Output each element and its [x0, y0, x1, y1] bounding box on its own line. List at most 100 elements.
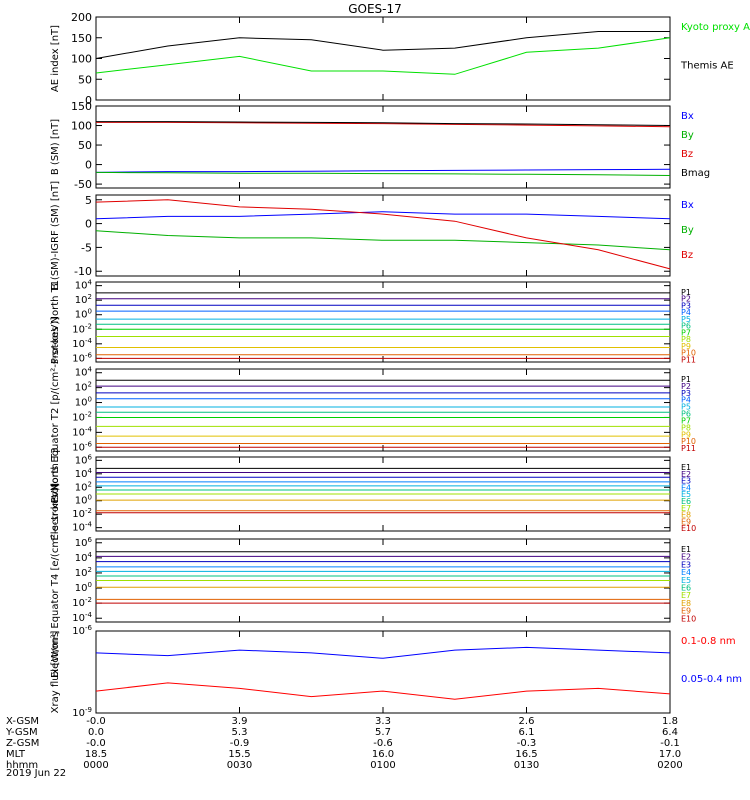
legend-label: P1 — [681, 375, 691, 384]
legend-label: E7 — [681, 591, 691, 600]
y-tick-exponent: -2 — [85, 507, 92, 515]
legend-label: E4 — [681, 483, 691, 492]
legend-label: P1 — [681, 288, 691, 297]
legend-label: P4 — [681, 308, 691, 317]
y-tick-exponent: -6 — [85, 440, 93, 448]
footer-date: 2019 Jun 22 — [6, 768, 66, 779]
panel-frame — [95, 16, 671, 101]
footer-value: 6.4 — [662, 727, 678, 738]
y-tick-label: 102 — [75, 381, 92, 394]
panel-0: 0 50 100 150 200 AE index [nT] Kyoto proxy AE T… — [50, 11, 750, 107]
legend-label: E6 — [681, 497, 691, 506]
y-tick-exponent: -9 — [85, 706, 92, 714]
y-axis-label: Protons Equator T2 [p/(cm²-s-sr-keV)] — [50, 317, 61, 504]
footer-value: 5.3 — [232, 727, 248, 738]
y-tick-label: 102 — [75, 566, 92, 579]
footer-row-label: MLT — [6, 749, 26, 760]
footer-value: -0.6 — [373, 738, 393, 749]
legend-label: P7 — [681, 328, 691, 337]
legend-label: E5 — [681, 490, 691, 499]
legend-label: E2 — [681, 470, 691, 479]
y-tick-label: 0 — [85, 218, 92, 231]
y-tick-label: 150 — [71, 32, 92, 45]
footer-value: 16.5 — [515, 749, 537, 760]
footer-value: -0.1 — [660, 738, 680, 749]
legend-label: E9 — [681, 607, 691, 616]
footer-value: 5.7 — [375, 727, 391, 738]
footer-value: 0000 — [83, 760, 108, 771]
footer-value: 6.1 — [519, 727, 535, 738]
y-tick-label: 100 — [71, 120, 92, 133]
legend-label: P11 — [681, 355, 696, 364]
y-tick-label: 104 — [75, 366, 93, 379]
y-tick-exponent: 0 — [88, 396, 92, 404]
panel-frame — [95, 281, 671, 363]
series-line — [95, 646, 671, 659]
y-axis-label: AE index [nT] — [50, 25, 61, 92]
legend-label: By — [681, 225, 694, 236]
series-line — [95, 199, 671, 270]
y-tick-exponent: 0 — [88, 494, 92, 502]
y-tick-label: 0 — [85, 159, 92, 172]
y-tick-label: 10-6 — [72, 351, 92, 364]
footer-value: -0.0 — [86, 716, 106, 727]
legend-label: E9 — [681, 517, 691, 526]
footer-value: 16.0 — [372, 749, 394, 760]
y-tick-exponent: -2 — [85, 410, 92, 418]
y-tick-exponent: 4 — [88, 467, 93, 475]
legend-label: P2 — [681, 382, 691, 391]
y-tick-label: 150 — [71, 100, 92, 113]
y-tick-exponent: 2 — [88, 381, 92, 389]
series-line — [95, 682, 671, 700]
y-tick-exponent: -6 — [85, 624, 93, 632]
footer-row-label: Y-GSM — [5, 727, 38, 738]
legend-label: E10 — [681, 614, 696, 623]
y-tick-label: -5 — [81, 241, 92, 254]
footer-value: 0200 — [657, 760, 682, 771]
legend-label: P8 — [681, 423, 691, 432]
footer-value: 15.5 — [228, 749, 250, 760]
legend-label: Bz — [681, 149, 693, 160]
series-line — [95, 168, 671, 173]
y-tick-label: 102 — [75, 480, 92, 493]
y-tick-label: 10-4 — [72, 521, 92, 534]
footer-row-label: Z-GSM — [6, 738, 39, 749]
legend-label: P10 — [681, 349, 696, 358]
series-line — [95, 31, 670, 59]
series-line — [96, 121, 671, 126]
y-tick-label: 50 — [78, 73, 92, 86]
series-line — [95, 211, 671, 220]
legend-label: Themis AE — [680, 61, 734, 72]
y-tick-label: 106 — [75, 536, 93, 549]
y-tick-label: 200 — [71, 11, 92, 24]
legend-label: 0.1-0.8 nm — [681, 636, 736, 647]
y-tick-label: 0 — [85, 94, 92, 107]
legend-label: Bx — [681, 200, 694, 211]
y-tick-exponent: 4 — [88, 366, 93, 374]
series-line — [95, 37, 671, 75]
y-tick-exponent: 0 — [88, 308, 92, 316]
y-tick-exponent: -2 — [85, 322, 92, 330]
legend-label: E3 — [681, 560, 691, 569]
legend-label: By — [681, 130, 694, 141]
footer-value: 3.3 — [375, 716, 391, 727]
y-tick-exponent: 4 — [88, 551, 93, 559]
footer-value: 18.5 — [85, 749, 107, 760]
y-tick-exponent: 4 — [88, 279, 93, 287]
y-tick-label: -50 — [74, 178, 92, 191]
y-tick-exponent: 6 — [88, 536, 93, 544]
y-tick-label: -10 — [74, 265, 92, 278]
y-tick-label: 10-2 — [72, 507, 92, 520]
footer-value: -0.9 — [230, 738, 250, 749]
y-tick-label: 102 — [75, 293, 92, 306]
footer-value: 17.0 — [659, 749, 681, 760]
footer-value: 0030 — [227, 760, 252, 771]
legend-label: 0.05-0.4 nm — [681, 674, 742, 685]
y-tick-exponent: -6 — [85, 351, 93, 359]
y-axis-label: B (SM)-IGRF (SM) [nT] — [50, 181, 61, 290]
legend-label: E6 — [681, 584, 691, 593]
y-tick-label: 106 — [75, 453, 93, 466]
